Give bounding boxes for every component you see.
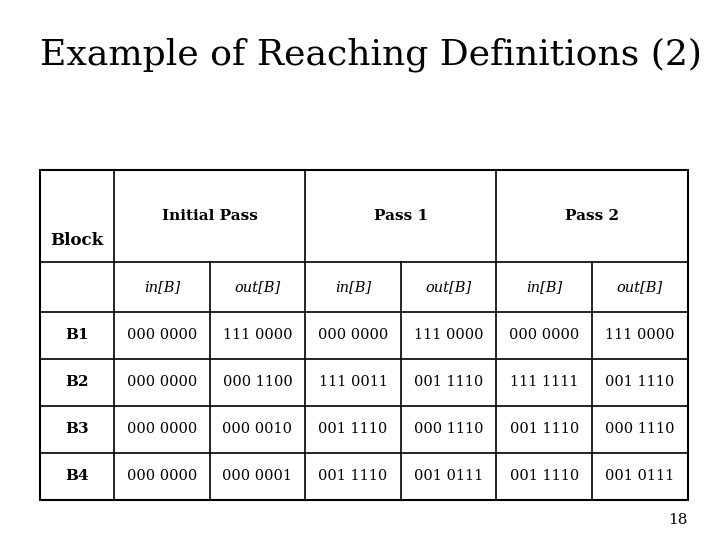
Text: 001 0111: 001 0111 xyxy=(606,469,675,483)
Text: 001 1110: 001 1110 xyxy=(606,375,675,389)
Text: 001 0111: 001 0111 xyxy=(414,469,483,483)
Text: 000 0001: 000 0001 xyxy=(222,469,292,483)
Text: 111 0011: 111 0011 xyxy=(318,375,387,389)
Text: 000 1110: 000 1110 xyxy=(414,422,483,436)
Text: out[B]: out[B] xyxy=(426,280,472,294)
Text: out[B]: out[B] xyxy=(617,280,663,294)
Text: in[B]: in[B] xyxy=(144,280,180,294)
Text: B4: B4 xyxy=(65,469,89,483)
Text: 001 1110: 001 1110 xyxy=(510,422,579,436)
Text: 000 0000: 000 0000 xyxy=(127,422,197,436)
Text: Pass 1: Pass 1 xyxy=(374,209,428,223)
Text: Initial Pass: Initial Pass xyxy=(162,209,258,223)
Text: Example of Reaching Definitions (2): Example of Reaching Definitions (2) xyxy=(40,38,701,72)
Text: out[B]: out[B] xyxy=(235,280,281,294)
Bar xyxy=(40,170,688,500)
Text: 000 0000: 000 0000 xyxy=(127,469,197,483)
Text: 001 1110: 001 1110 xyxy=(510,469,579,483)
Text: Pass 2: Pass 2 xyxy=(565,209,619,223)
Text: 000 0000: 000 0000 xyxy=(318,328,388,342)
Text: B2: B2 xyxy=(65,375,89,389)
Text: 000 0000: 000 0000 xyxy=(127,375,197,389)
Text: 18: 18 xyxy=(668,512,688,526)
Text: in[B]: in[B] xyxy=(335,280,372,294)
Text: 000 0000: 000 0000 xyxy=(127,328,197,342)
Text: 111 1111: 111 1111 xyxy=(510,375,578,389)
Text: 001 1110: 001 1110 xyxy=(318,469,387,483)
Text: 001 1110: 001 1110 xyxy=(318,422,387,436)
Text: Block: Block xyxy=(50,232,104,249)
Text: B3: B3 xyxy=(65,422,89,436)
Text: 111 0000: 111 0000 xyxy=(222,328,292,342)
Text: 111 0000: 111 0000 xyxy=(605,328,675,342)
Text: B1: B1 xyxy=(65,328,89,342)
Text: 000 0010: 000 0010 xyxy=(222,422,292,436)
Text: 000 0000: 000 0000 xyxy=(509,328,580,342)
Text: 111 0000: 111 0000 xyxy=(414,328,483,342)
Text: 001 1110: 001 1110 xyxy=(414,375,483,389)
Text: in[B]: in[B] xyxy=(526,280,562,294)
Text: 000 1100: 000 1100 xyxy=(222,375,292,389)
Text: 000 1110: 000 1110 xyxy=(605,422,675,436)
